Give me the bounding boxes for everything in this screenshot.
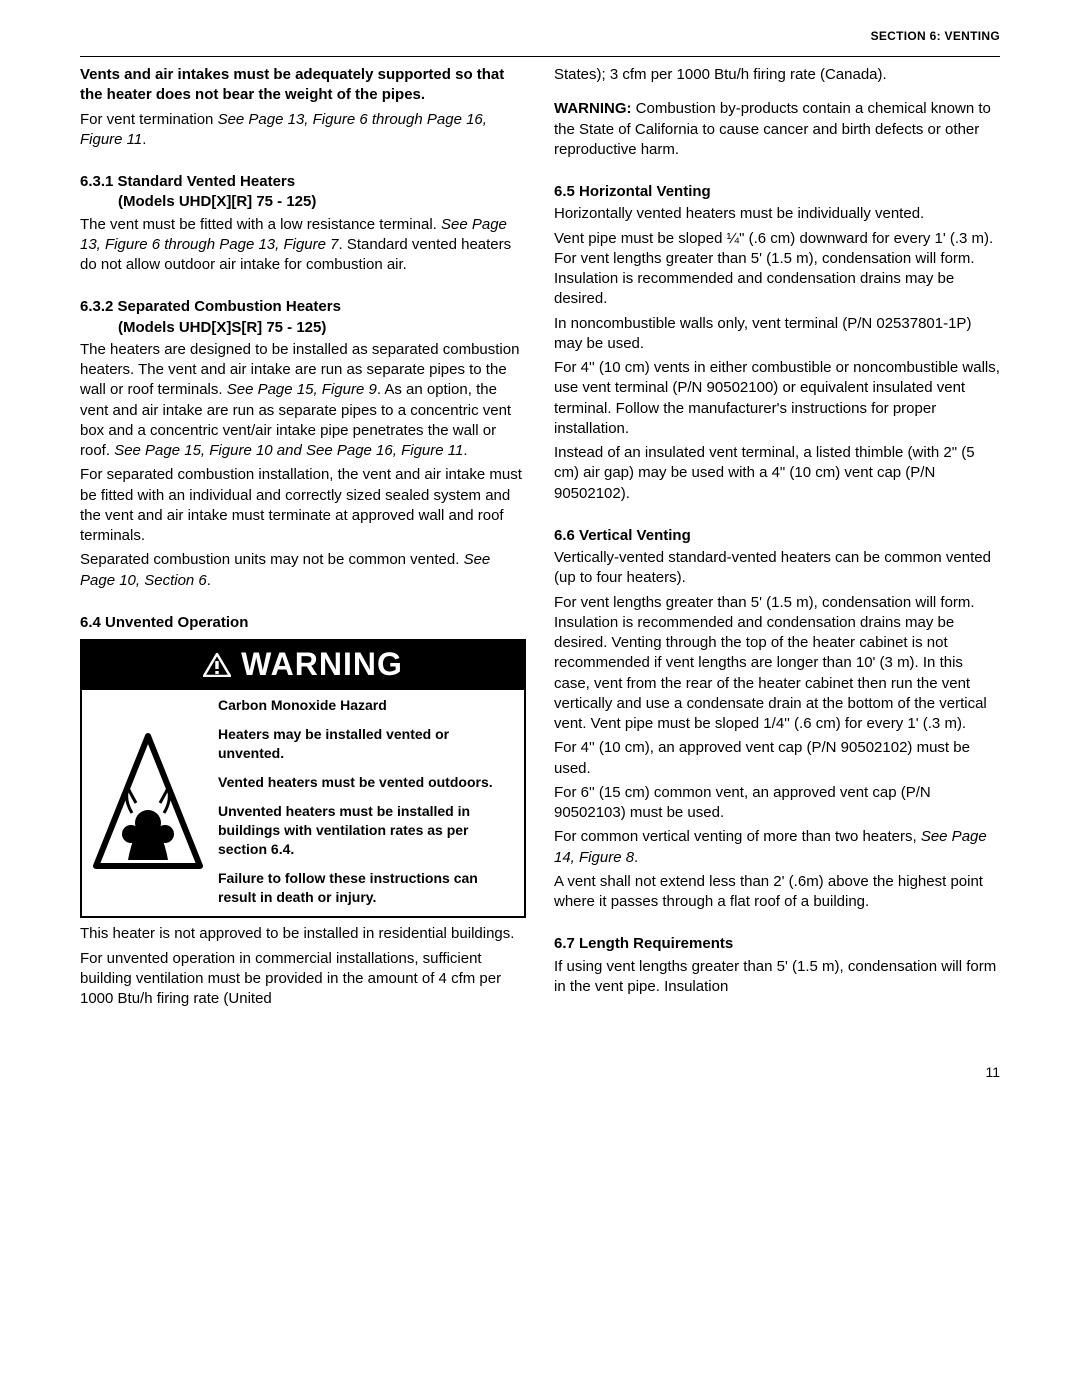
warn-l2: Vented heaters must be vented outdoors. <box>218 773 514 792</box>
para-64-b: For unvented operation in commercial ins… <box>80 949 526 1010</box>
heading-64: 6.4 Unvented Operation <box>80 613 526 633</box>
p66-e1: For common vertical venting of more than… <box>554 828 921 845</box>
p66-d: For 6'' (15 cm) common vent, an approved… <box>554 783 1000 824</box>
heading-631: 6.3.1 Standard Vented Heaters (Models UH… <box>80 172 526 213</box>
warning-icon-cell <box>82 690 214 916</box>
p65-e: Instead of an insulated vent terminal, a… <box>554 443 1000 504</box>
p66-e: For common vertical venting of more than… <box>554 827 1000 868</box>
content-columns: Vents and air intakes must be adequately… <box>80 56 1000 1013</box>
warning-para: WARNING: Combustion by-products contain … <box>554 99 1000 160</box>
p632-d: Separated combustion units may not be co… <box>80 551 464 568</box>
heading-631-line1: 6.3.1 Standard Vented Heaters <box>80 173 295 190</box>
intro-bold: Vents and air intakes must be adequately… <box>80 65 526 106</box>
p66-a: Vertically-vented standard-vented heater… <box>554 548 1000 589</box>
p66-c: For 4'' (10 cm), an approved vent cap (P… <box>554 738 1000 779</box>
para-632-d: Separated combustion units may not be co… <box>80 550 526 591</box>
p65-d: For 4'' (10 cm) vents in either combusti… <box>554 358 1000 439</box>
warn-l4: Failure to follow these instructions can… <box>218 869 514 907</box>
period2: . <box>463 442 467 459</box>
warn-title: Carbon Monoxide Hazard <box>218 696 514 715</box>
warn-l1: Heaters may be installed vented or unven… <box>218 725 514 763</box>
p66-f: A vent shall not extend less than 2' (.6… <box>554 872 1000 913</box>
warning-body: Carbon Monoxide Hazard Heaters may be in… <box>82 690 524 916</box>
p66-b: For vent lengths greater than 5' (1.5 m)… <box>554 593 1000 735</box>
heading-632: 6.3.2 Separated Combustion Heaters (Mode… <box>80 297 526 338</box>
heading-631-line2: (Models UHD[X][R] 75 - 125) <box>80 193 316 210</box>
para-632-c: For separated combustion installation, t… <box>80 465 526 546</box>
p631-a: The vent must be fitted with a low resis… <box>80 216 441 233</box>
para-64-cont: States); 3 cfm per 1000 Btu/h firing rat… <box>554 65 1000 85</box>
warning-text-cell: Carbon Monoxide Hazard Heaters may be in… <box>214 690 524 916</box>
heading-632-line2: (Models UHD[X]S[R] 75 - 125) <box>80 319 326 336</box>
p65-a: Horizontally vented heaters must be indi… <box>554 204 1000 224</box>
heading-632-line1: 6.3.2 Separated Combustion Heaters <box>80 298 341 315</box>
period: . <box>142 131 146 148</box>
intro-para: For vent termination See Page 13, Figure… <box>80 110 526 151</box>
warning-banner-text: WARNING <box>241 643 403 686</box>
p632-ref2: See Page 15, Figure 10 and See Page 16, … <box>114 442 463 459</box>
p65-b: Vent pipe must be sloped ¼" (.6 cm) down… <box>554 229 1000 310</box>
warn-l3: Unvented heaters must be installed in bu… <box>218 802 514 859</box>
warning-triangle-icon <box>203 653 231 677</box>
page-number: 11 <box>80 1063 1000 1082</box>
para-64-a: This heater is not approved to be instal… <box>80 924 526 944</box>
co-hazard-icon <box>88 728 208 878</box>
warning-lead: WARNING: <box>554 100 632 117</box>
heading-66: 6.6 Vertical Venting <box>554 526 1000 546</box>
warning-box: WARNING Carbon Monoxide Hazard <box>80 639 526 918</box>
period4: . <box>634 849 638 866</box>
intro-text: For vent termination <box>80 111 218 128</box>
p65-c: In noncombustible walls only, vent termi… <box>554 314 1000 355</box>
p67-a: If using vent lengths greater than 5' (1… <box>554 957 1000 998</box>
para-632-a: The heaters are designed to be installed… <box>80 340 526 462</box>
left-column: Vents and air intakes must be adequately… <box>80 65 526 1013</box>
heading-67: 6.7 Length Requirements <box>554 934 1000 954</box>
warning-banner: WARNING <box>82 641 524 690</box>
para-631: The vent must be fitted with a low resis… <box>80 215 526 276</box>
period3: . <box>207 572 211 589</box>
right-column: States); 3 cfm per 1000 Btu/h firing rat… <box>554 65 1000 1013</box>
heading-65: 6.5 Horizontal Venting <box>554 182 1000 202</box>
section-header: SECTION 6: VENTING <box>80 28 1000 44</box>
p632-ref1: See Page 15, Figure 9 <box>227 381 377 398</box>
